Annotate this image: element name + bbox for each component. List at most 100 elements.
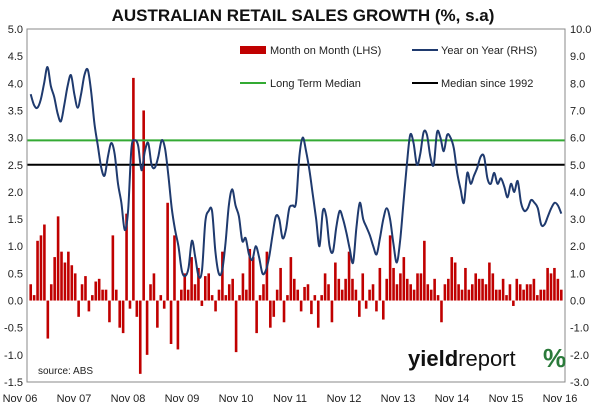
- bar-month-on-month: [73, 273, 77, 301]
- bar-month-on-month: [344, 278, 347, 301]
- bar-month-on-month: [36, 240, 39, 301]
- bar-month-on-month: [426, 284, 430, 301]
- chart-title: AUSTRALIAN RETAIL SALES GROWTH (%, s.a): [112, 6, 495, 25]
- bar-month-on-month: [494, 289, 498, 301]
- bar-month-on-month: [310, 300, 313, 315]
- bar-month-on-month: [457, 284, 460, 301]
- left-tick-label: 0.0: [8, 296, 23, 308]
- bar-month-on-month: [378, 267, 382, 301]
- bar-month-on-month: [522, 289, 525, 301]
- bar-month-on-month: [477, 278, 481, 301]
- right-tick-label: 6.0: [570, 133, 585, 145]
- bar-month-on-month: [53, 257, 56, 301]
- bar-month-on-month: [559, 289, 563, 301]
- bar-month-on-month: [104, 289, 108, 301]
- x-tick-label: Nov 07: [57, 393, 92, 405]
- bar-month-on-month: [419, 273, 423, 301]
- bar-month-on-month: [405, 278, 409, 301]
- left-tick-label: 0.5: [8, 268, 23, 280]
- bar-month-on-month: [251, 257, 255, 301]
- bar-month-on-month: [173, 235, 176, 301]
- right-tick-label: -2.0: [570, 350, 589, 362]
- x-tick-label: Nov 11: [273, 393, 307, 405]
- right-tick-label: -1.0: [570, 323, 589, 335]
- bar-month-on-month: [269, 300, 272, 328]
- bar-month-on-month: [238, 295, 241, 301]
- bar-month-on-month: [245, 289, 248, 301]
- bar-month-on-month: [108, 300, 111, 323]
- right-tick-label: 7.0: [570, 105, 585, 117]
- bar-month-on-month: [553, 267, 556, 301]
- bar-month-on-month: [498, 289, 501, 301]
- bar-month-on-month: [433, 278, 436, 301]
- bar-month-on-month: [327, 284, 330, 301]
- bar-month-on-month: [484, 284, 488, 301]
- x-tick-label: Nov 08: [111, 393, 146, 405]
- bar-month-on-month: [241, 273, 245, 301]
- bar-month-on-month: [70, 265, 74, 301]
- bar-month-on-month: [491, 273, 495, 301]
- bar-month-on-month: [395, 284, 399, 301]
- bar-month-on-month: [125, 213, 128, 301]
- bar-month-on-month: [262, 284, 265, 301]
- bar-month-on-month: [176, 300, 180, 350]
- x-tick-label: Nov 09: [165, 393, 200, 405]
- bar-month-on-month: [214, 300, 217, 312]
- bar-month-on-month: [474, 273, 478, 301]
- bar-month-on-month: [402, 257, 406, 301]
- bar-month-on-month: [279, 267, 282, 301]
- bar-month-on-month: [347, 251, 351, 301]
- bar-month-on-month: [200, 300, 204, 306]
- bar-month-on-month: [371, 284, 375, 301]
- bar-month-on-month: [488, 262, 491, 301]
- bar-month-on-month: [118, 300, 122, 328]
- bar-month-on-month: [138, 300, 142, 374]
- bar-month-on-month: [330, 300, 334, 323]
- x-axis: Nov 06 Nov 07 Nov 08 Nov 09 Nov 10 Nov 11 Nov …: [3, 393, 578, 405]
- left-tick-label: 3.5: [8, 105, 23, 117]
- legend-label-month-on-month: Month on Month (LHS): [270, 45, 381, 57]
- right-tick-label: 5.0: [570, 160, 585, 172]
- bar-month-on-month: [447, 278, 450, 301]
- x-tick-label: Nov 12: [327, 393, 362, 405]
- bar-month-on-month: [443, 284, 447, 301]
- bar-month-on-month: [43, 224, 46, 301]
- left-tick-label: 1.5: [8, 214, 23, 226]
- bar-month-on-month: [518, 284, 522, 301]
- bar-month-on-month: [39, 235, 43, 301]
- source-note: source: ABS: [38, 366, 93, 377]
- bar-month-on-month: [508, 284, 512, 301]
- bar-month-on-month: [207, 273, 211, 301]
- left-tick-label: 3.0: [8, 133, 23, 145]
- bar-month-on-month: [255, 300, 258, 334]
- right-tick-label: 8.0: [570, 78, 585, 90]
- bar-month-on-month: [180, 289, 183, 301]
- bar-month-on-month: [77, 300, 80, 317]
- bar-month-on-month: [289, 257, 293, 301]
- x-tick-label: Nov 15: [489, 393, 524, 405]
- right-tick-label: 0.0: [570, 296, 585, 308]
- bar-month-on-month: [460, 289, 464, 301]
- bar-month-on-month: [135, 300, 139, 317]
- legend-label-long-term-median: Long Term Median: [270, 78, 361, 90]
- bar-month-on-month: [306, 284, 310, 301]
- bar-month-on-month: [364, 300, 368, 309]
- bar-month-on-month: [159, 295, 163, 301]
- x-tick-label: Nov 14: [435, 393, 470, 405]
- bar-month-on-month: [221, 251, 224, 301]
- legend-swatch-month-on-month: [240, 46, 266, 54]
- bar-month-on-month: [193, 284, 197, 301]
- bar-month-on-month: [525, 284, 529, 301]
- bar-month-on-month: [114, 289, 118, 301]
- bar-month-on-month: [63, 262, 67, 301]
- bar-month-on-month: [453, 262, 457, 301]
- bar-month-on-month: [351, 278, 354, 301]
- line-year-on-year: [29, 66, 563, 279]
- bar-month-on-month: [186, 289, 190, 301]
- bar-month-on-month: [470, 284, 474, 301]
- bar-month-on-month: [467, 289, 471, 301]
- bar-month-on-month: [60, 251, 63, 301]
- bar-month-on-month: [316, 300, 320, 328]
